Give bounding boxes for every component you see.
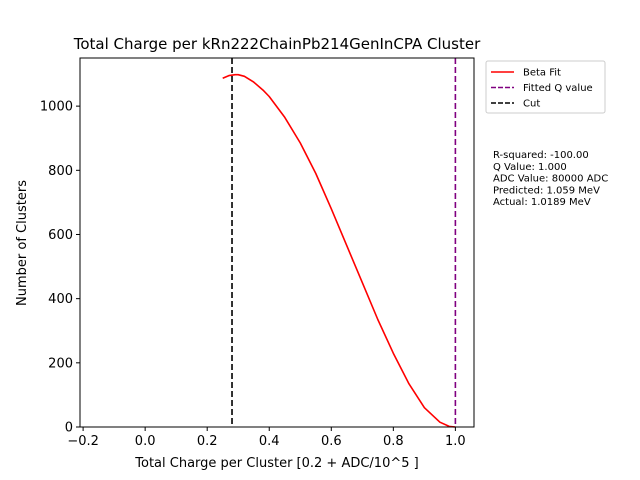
stats-line-3: Predicted: 1.059 MeV xyxy=(493,185,600,196)
chart-title: Total Charge per kRn222ChainPb214GenInCP… xyxy=(73,35,481,53)
x-axis: −0.2 0.0 0.2 0.4 0.6 0.8 1.0 xyxy=(67,427,466,449)
y-tick-label: 0 xyxy=(65,421,73,436)
stats-line-4: Actual: 1.0189 MeV xyxy=(493,197,591,208)
stats-line-2: ADC Value: 80000 ADC xyxy=(493,174,608,185)
x-tick-label: 0.8 xyxy=(383,434,404,449)
y-axis-label: Number of Clusters xyxy=(15,180,30,306)
y-tick-label: 200 xyxy=(48,356,73,371)
x-tick-label: −0.2 xyxy=(67,434,99,449)
legend-label-2: Cut xyxy=(523,99,540,110)
x-tick-label: 1.0 xyxy=(445,434,466,449)
stats-line-1: Q Value: 1.000 xyxy=(493,162,567,173)
axes-frame xyxy=(79,57,475,428)
legend-label-0: Beta Fit xyxy=(523,68,561,79)
legend-box xyxy=(485,60,606,114)
y-tick-label: 400 xyxy=(48,292,73,307)
y-tick-label: 1000 xyxy=(40,100,73,115)
legend: Beta Fit Fitted Q value Cut xyxy=(485,60,606,114)
y-tick-label: 600 xyxy=(48,228,73,243)
y-axis: 0 200 400 600 800 1000 xyxy=(40,100,80,436)
x-axis-label: Total Charge per Cluster [0.2 + ADC/10^5… xyxy=(134,456,418,471)
legend-label-1: Fitted Q value xyxy=(523,83,593,94)
plot-area xyxy=(222,58,457,428)
series-line-0 xyxy=(222,73,456,428)
x-tick-label: 0.0 xyxy=(135,434,156,449)
x-tick-label: 0.6 xyxy=(321,434,342,449)
x-tick-label: 0.4 xyxy=(259,434,280,449)
x-tick-label: 0.2 xyxy=(197,434,218,449)
y-tick-label: 800 xyxy=(48,164,73,179)
stats-line-0: R-squared: -100.00 xyxy=(493,150,589,161)
